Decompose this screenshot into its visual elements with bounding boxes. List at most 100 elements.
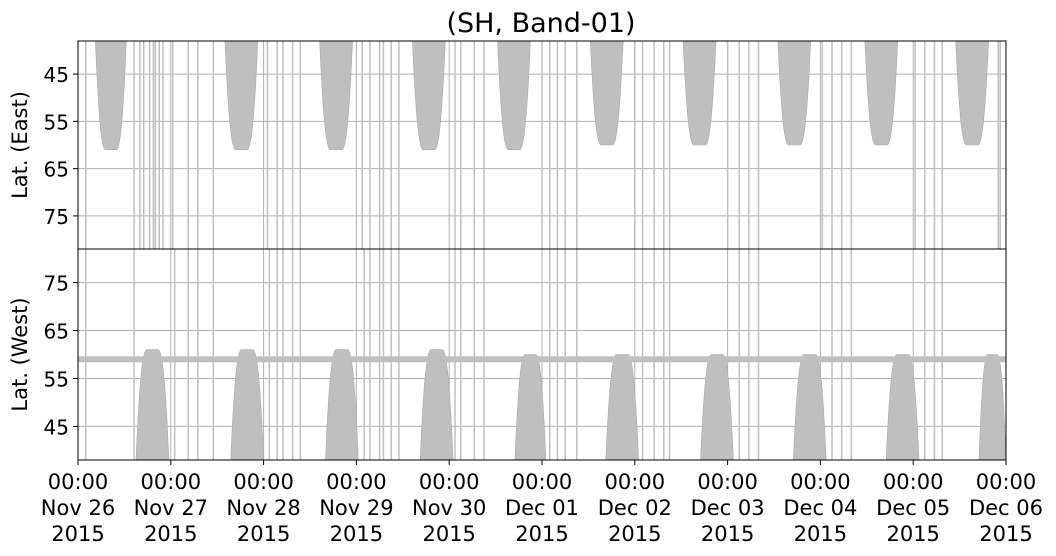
scan-streak [133, 249, 135, 460]
scan-streak [663, 41, 665, 249]
y-tick-label: 45 [44, 63, 69, 87]
scan-streak [197, 249, 199, 460]
scan-streak [276, 41, 278, 249]
x-tick-label-line: Dec 06 [969, 496, 1043, 520]
x-tick-label-line: Nov 29 [319, 496, 393, 520]
y-tick-label: 45 [44, 415, 69, 439]
coverage-lobe [514, 354, 547, 461]
scan-streak [483, 41, 485, 249]
scan-streak [291, 249, 294, 460]
x-tick-label-line: Nov 26 [41, 496, 115, 520]
scan-streak [276, 249, 278, 460]
scan-streak [454, 41, 456, 249]
scan-streak [398, 249, 400, 460]
scan-streak [84, 249, 87, 460]
scan-streak [653, 41, 655, 249]
scan-streak [840, 249, 843, 460]
scan-streak [483, 249, 485, 460]
x-tick-label-line: Nov 28 [226, 496, 300, 520]
scan-streak [212, 249, 215, 460]
scan-streak [299, 249, 302, 460]
x-tick-label-line: 2015 [330, 522, 383, 546]
scan-streak [850, 249, 853, 460]
y-tick-label: 65 [44, 158, 69, 182]
scan-streak [291, 41, 294, 249]
x-tick-label-line: Nov 27 [134, 496, 208, 520]
coverage-lobe [412, 40, 446, 151]
scan-streak [941, 41, 943, 249]
coverage-lobe [885, 354, 920, 461]
scan-streak [668, 41, 671, 249]
scan-streak [282, 249, 284, 460]
scan-streak [556, 41, 559, 249]
x-tick-label-line: 2015 [51, 522, 104, 546]
chart-title: (SH, Band-01) [446, 8, 635, 39]
scan-streak [187, 41, 189, 249]
coverage-lobe [955, 40, 989, 146]
scan-streak [142, 41, 145, 249]
scan-streak [548, 249, 551, 460]
scan-streak [361, 41, 363, 249]
scan-streak [653, 249, 655, 460]
latitude-band [78, 356, 1006, 363]
scan-streak [840, 41, 843, 249]
scan-streak [997, 41, 1000, 249]
scan-streak [576, 41, 578, 249]
scan-streak [850, 41, 853, 249]
coverage-lobe [700, 354, 734, 461]
coverage-lobe [319, 40, 353, 151]
scan-streak [641, 41, 644, 249]
scan-streak [390, 41, 392, 249]
scan-streak [454, 249, 456, 460]
x-tick-label: 00:00 Dec 02 2015 [598, 470, 672, 546]
scan-streak [369, 249, 371, 460]
scan-streak [748, 41, 750, 249]
scan-streak [541, 41, 543, 249]
scan-streak [663, 249, 665, 460]
scan-streak [933, 249, 936, 460]
coverage-lobe [419, 349, 454, 461]
scan-streak [173, 249, 176, 460]
scan-streak [282, 41, 284, 249]
scan-streak [382, 249, 385, 460]
x-tick-label-line: 00:00 [326, 470, 387, 494]
coverage-lobe [135, 349, 170, 461]
scan-streak [363, 249, 365, 460]
scan-streak [748, 249, 750, 460]
scan-streak [999, 41, 1001, 249]
x-tick-label-line: 00:00 [419, 470, 480, 494]
scan-streak [212, 41, 215, 249]
scan-streak [378, 41, 381, 249]
axes [73, 40, 1007, 465]
scan-streak [154, 41, 157, 249]
scan-streak [187, 249, 189, 460]
scan-streak [299, 41, 302, 249]
x-tick-label-line: 00:00 [141, 470, 202, 494]
scan-streak [460, 41, 462, 249]
scan-streak [390, 249, 392, 460]
x-tick-label-line: 2015 [422, 522, 475, 546]
x-tick-label-line: 2015 [701, 522, 754, 546]
x-tick-label-line: 00:00 [790, 470, 851, 494]
x-tick-label-line: 00:00 [48, 470, 109, 494]
scan-streak [197, 41, 199, 249]
scan-streak [933, 41, 936, 249]
x-tick-label-line: 00:00 [605, 470, 666, 494]
scan-streak [369, 41, 371, 249]
x-tick-label: 00:00 Nov 28 2015 [226, 470, 300, 546]
x-tick-label: 00:00 Nov 26 2015 [41, 470, 115, 546]
x-tick-label-line: 2015 [237, 522, 290, 546]
scan-streak [152, 41, 155, 249]
scan-streak [924, 41, 926, 249]
coverage-lobe [978, 354, 1007, 461]
x-tick-label-line: 00:00 [512, 470, 573, 494]
scan-streak [148, 41, 151, 249]
scan-streak [668, 249, 671, 460]
scan-streak [162, 41, 164, 249]
x-tick-label: 00:00 Nov 27 2015 [134, 470, 208, 546]
x-tick-label-line: 2015 [608, 522, 661, 546]
y-tick-label: 55 [44, 110, 69, 134]
coverage-lobe [590, 40, 624, 146]
y-tick-label: 65 [44, 320, 69, 344]
